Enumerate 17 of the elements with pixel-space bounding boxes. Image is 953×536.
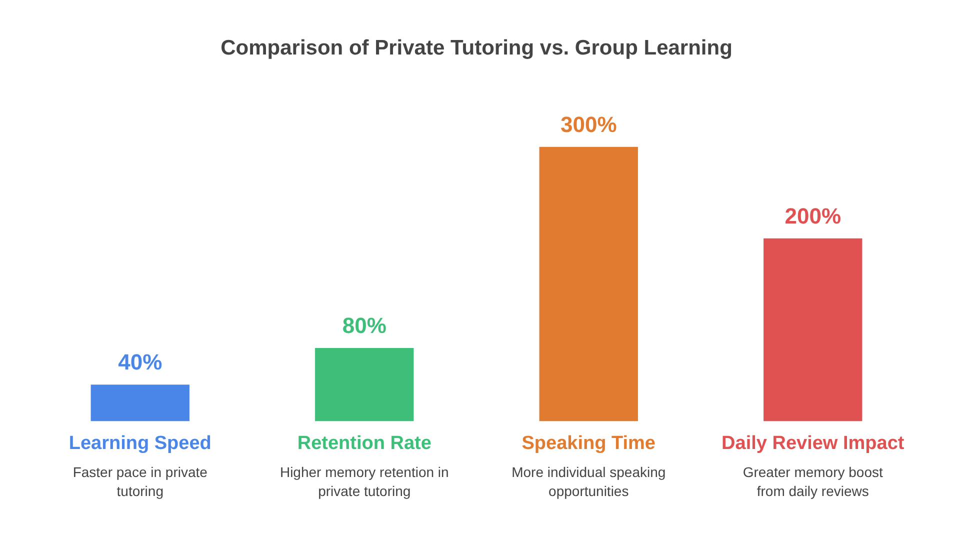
bar [315, 348, 414, 422]
data-label: 300% [560, 112, 617, 137]
data-label: 200% [784, 203, 842, 228]
bar [90, 384, 190, 422]
text: Higher memory retention in private tutoring [280, 464, 449, 499]
text: Greater memory boost from daily reviews [742, 464, 883, 499]
data-label: 40% [118, 350, 162, 375]
x-tick-label: Retention Rate [297, 432, 432, 454]
x-tick-label: Speaking Time [522, 432, 656, 454]
bar [539, 146, 638, 422]
data-label: 80% [342, 313, 386, 338]
text: More individual speaking opportunities [512, 464, 666, 499]
x-tick-label: Learning Speed [68, 432, 212, 454]
x-tick-label: Daily Review Impact [722, 432, 905, 454]
bar [764, 238, 862, 422]
text: Faster pace in private tutoring [72, 464, 208, 499]
chart-title: Comparison of Private Tutoring vs. Group Learning [220, 36, 732, 60]
